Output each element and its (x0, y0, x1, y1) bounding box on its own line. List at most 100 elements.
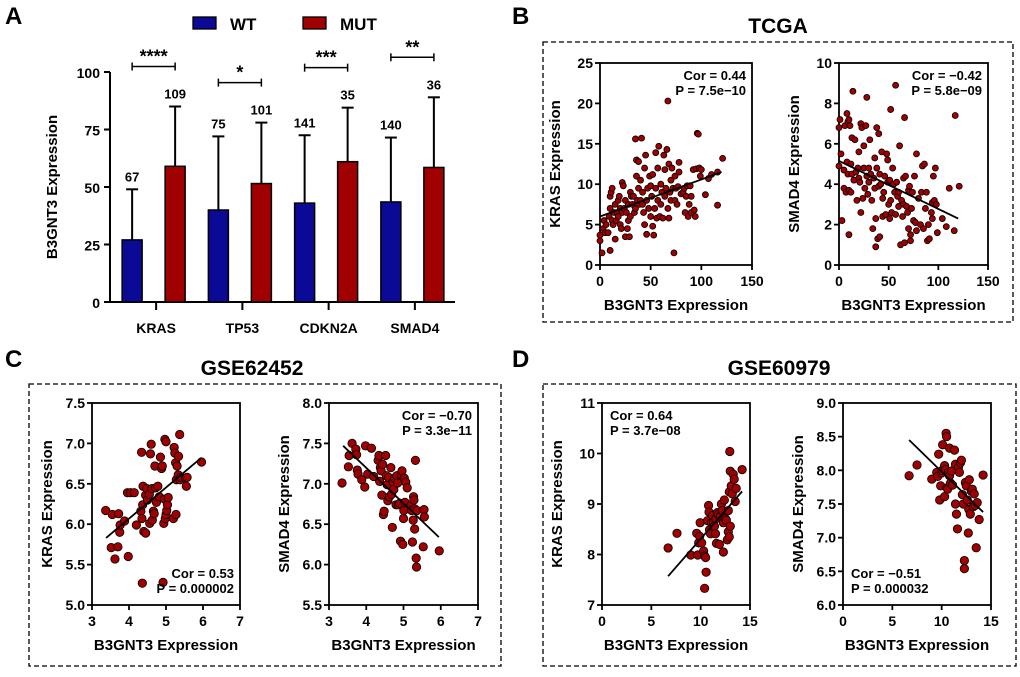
data-point (912, 460, 922, 470)
data-point (872, 243, 880, 251)
data-point (849, 87, 857, 95)
y-tick-label: 7.0 (817, 530, 837, 546)
x-axis-label: B3GNT3 Expression (331, 637, 475, 654)
data-point (343, 462, 353, 472)
bar-mut-cdkn2a (336, 160, 359, 303)
data-point (865, 164, 873, 172)
data-point (596, 237, 604, 245)
data-point (964, 475, 974, 485)
data-point (892, 81, 900, 89)
data-point (725, 521, 735, 531)
data-point (719, 495, 729, 505)
x-tick-label: 3 (88, 613, 96, 629)
y-axis-label: KRAS Expression (39, 440, 56, 568)
data-point (847, 188, 855, 196)
x-tick-label: 100 (690, 273, 714, 289)
data-point (959, 564, 969, 574)
data-point (887, 106, 895, 113)
x-axis-label: B3GNT3 Expression (94, 637, 238, 654)
data-point (922, 205, 929, 212)
x-tick-label: 0 (839, 613, 847, 629)
p-value-annotation: P = 3.3e−11 (402, 423, 472, 438)
legend-swatch-wt (192, 16, 217, 30)
correlation-annotation: Cor = −0.42 (912, 68, 982, 83)
data-point (114, 509, 124, 519)
data-point (129, 488, 139, 498)
x-tick-label: SMAD4 (390, 320, 439, 336)
x-tick-label: 6 (437, 613, 445, 629)
x-tick-label: 15 (742, 613, 758, 629)
scatter-gse62452-kras: 3 4 5 6 7 5.0 5.5 6.0 6.5 7.0 7.5 B3GNT3 Expression… (39, 395, 244, 654)
y-axis-label: SMAD4 Expression (276, 435, 293, 573)
data-point (635, 184, 642, 192)
x-tick-label: 3 (325, 613, 333, 629)
data-point (729, 474, 739, 484)
data-point (136, 447, 147, 457)
data-point (701, 567, 711, 577)
x-tick-label: 50 (881, 273, 897, 289)
data-point (614, 213, 622, 220)
data-point (622, 209, 630, 216)
data-point (161, 437, 171, 447)
data-point (840, 166, 848, 174)
correlation-annotation: Cor = −0.70 (402, 408, 472, 423)
data-point (369, 471, 379, 482)
x-tick-label: KRAS (136, 320, 176, 336)
data-point (889, 164, 897, 172)
data-point (902, 172, 909, 180)
y-tick-label: 6 (824, 136, 832, 152)
x-tick-label: 5 (400, 613, 408, 629)
data-point (933, 229, 941, 237)
data-point (664, 205, 672, 212)
data-point (387, 522, 397, 533)
y-axis-label: B3GNT3 Expression (44, 115, 61, 259)
data-point (639, 188, 646, 196)
data-point (638, 134, 645, 142)
y-tick-label: 8 (587, 547, 595, 563)
data-point (865, 178, 873, 186)
y-tick-label: 0 (824, 257, 832, 273)
group-title-tcga: TCGA (748, 15, 808, 38)
legend: WT MUT (192, 15, 377, 34)
sample-count-label: 109 (164, 87, 186, 102)
scatter-tcga-smad4: 0 50 100 150 0 2 4 6 8 10 B3GNT3 Expression SMAD4 E… (786, 55, 1000, 314)
data-point (675, 168, 683, 176)
bar-mut-smad4 (423, 166, 445, 303)
x-tick-label: 150 (740, 273, 764, 289)
data-point (938, 215, 946, 222)
data-point (645, 205, 653, 212)
data-point (951, 112, 959, 119)
data-point (697, 166, 705, 174)
data-point (163, 492, 173, 503)
data-point (654, 164, 662, 172)
y-tick-label: 100 (77, 65, 101, 81)
correlation-annotation: Cor = 0.64 (610, 408, 673, 423)
data-point (921, 160, 928, 168)
y-tick-label: 11 (580, 395, 595, 411)
correlation-annotation: Cor = 0.44 (683, 68, 746, 83)
x-tick-label: 5 (162, 613, 170, 629)
data-point (661, 166, 669, 174)
data-point (908, 205, 915, 212)
data-point (934, 449, 944, 459)
data-point (182, 472, 192, 482)
y-tick-label: 6.0 (66, 516, 86, 532)
data-point (145, 449, 156, 459)
data-point (158, 577, 168, 587)
data-point (863, 93, 871, 101)
data-point (872, 215, 880, 222)
y-tick-label: 5 (585, 217, 593, 233)
data-point (913, 227, 920, 235)
data-point (896, 142, 903, 150)
data-point (407, 537, 418, 547)
data-point (971, 543, 981, 553)
data-point (665, 214, 673, 222)
data-point (956, 455, 967, 465)
sample-count-label: 35 (340, 88, 354, 103)
data-point (419, 512, 429, 522)
bar-wt-cdkn2a (293, 202, 316, 303)
y-tick-label: 8.0 (817, 462, 837, 478)
data-point (411, 553, 421, 563)
data-point (641, 221, 648, 229)
data-point (714, 201, 721, 209)
